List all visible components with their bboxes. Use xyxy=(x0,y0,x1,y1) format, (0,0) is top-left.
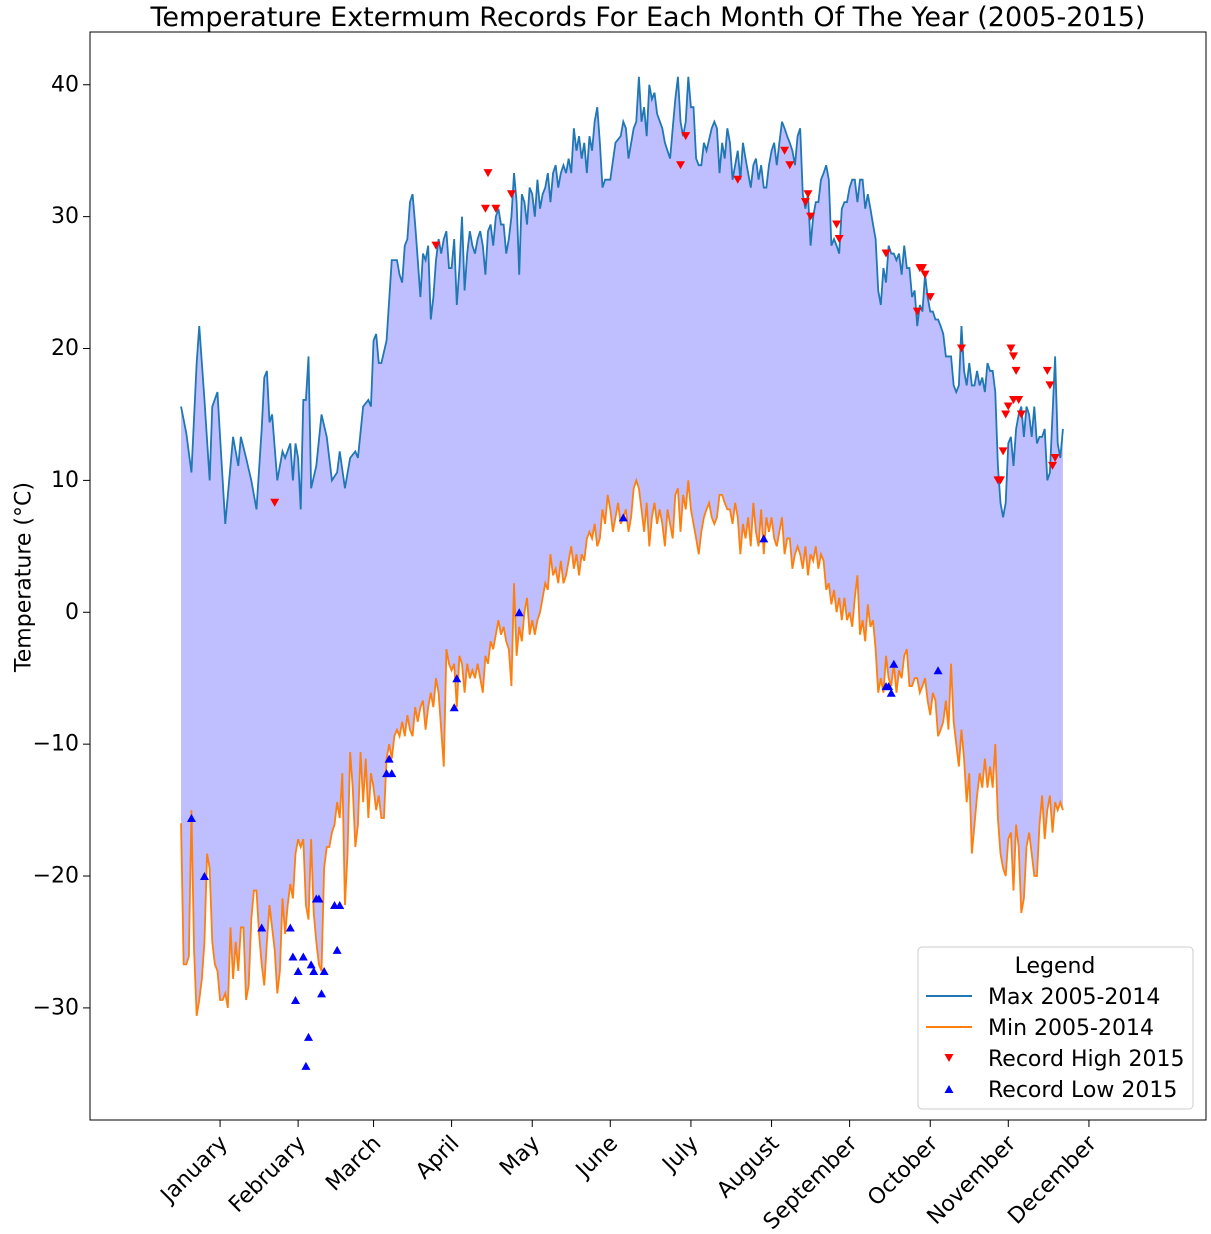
y-tick-label: −10 xyxy=(33,732,79,757)
record-high-point xyxy=(733,175,743,184)
record-low-point xyxy=(304,1032,314,1041)
y-tick-label: 40 xyxy=(51,72,79,97)
legend: Legend Max 2005-2014 Min 2005-2014 Recor… xyxy=(917,946,1194,1110)
y-tick-label: 10 xyxy=(51,468,79,493)
record-high-point xyxy=(1016,410,1026,419)
legend-max-label: Max 2005-2014 xyxy=(988,985,1160,1010)
legend-high-label: Record High 2015 xyxy=(988,1047,1185,1072)
record-high-point xyxy=(925,293,935,302)
record-low-point xyxy=(387,769,397,778)
record-high-point xyxy=(1045,381,1055,390)
record-low-markers xyxy=(186,513,943,1070)
record-low-point xyxy=(309,966,319,975)
record-high-point xyxy=(483,169,493,178)
record-high-point xyxy=(998,447,1008,456)
record-low-point xyxy=(886,688,896,697)
record-high-point xyxy=(920,270,930,279)
record-high-point xyxy=(834,235,844,244)
y-tick-label: 30 xyxy=(51,204,79,229)
record-low-point xyxy=(288,952,298,961)
record-low-point xyxy=(332,945,342,954)
record-high-point xyxy=(1048,461,1058,470)
y-tick-label: 20 xyxy=(51,336,79,361)
record-high-point xyxy=(956,344,966,353)
plot-area xyxy=(89,31,1207,1121)
record-low-point xyxy=(884,682,894,691)
y-axis: −30 −20 −10 0 10 20 30 40 xyxy=(33,72,90,1020)
record-high-point xyxy=(806,212,816,221)
record-high-point xyxy=(681,132,691,141)
record-high-point xyxy=(917,264,927,273)
record-low-point xyxy=(257,923,267,932)
record-low-point xyxy=(335,901,345,910)
fill-between-area xyxy=(181,76,1063,1016)
record-low-point xyxy=(449,703,459,712)
record-high-point xyxy=(1050,453,1060,462)
legend-high-marker xyxy=(944,1054,954,1062)
record-low-point xyxy=(889,659,899,668)
record-high-point xyxy=(993,476,1003,485)
record-high-point xyxy=(1008,352,1018,361)
record-low-point xyxy=(618,513,628,522)
legend-low-marker xyxy=(944,1085,954,1093)
record-low-point xyxy=(317,989,327,998)
record-low-point xyxy=(306,960,316,969)
record-low-point xyxy=(199,872,209,881)
legend-low-label: Record Low 2015 xyxy=(988,1078,1177,1103)
axes-frame xyxy=(89,31,1207,1121)
record-low-point xyxy=(452,674,462,683)
record-high-point xyxy=(780,146,790,155)
record-high-point xyxy=(1006,344,1016,353)
record-high-point xyxy=(431,241,441,250)
chart-title: Temperature Extermum Records For Each Mo… xyxy=(150,2,1146,33)
record-low-point xyxy=(293,966,303,975)
record-low-point xyxy=(384,754,394,763)
y-tick-label: −20 xyxy=(33,864,79,889)
record-low-point xyxy=(933,666,943,675)
record-low-point xyxy=(186,813,196,822)
record-high-point xyxy=(1011,366,1021,375)
record-high-markers xyxy=(270,132,1060,507)
legend-box xyxy=(917,946,1194,1110)
record-low-point xyxy=(298,952,308,961)
record-high-point xyxy=(803,190,813,199)
record-high-point xyxy=(506,190,516,199)
record-high-point xyxy=(1042,366,1052,375)
record-high-point xyxy=(1003,402,1013,411)
record-high-point xyxy=(480,204,490,213)
record-high-point xyxy=(832,220,842,229)
record-high-point xyxy=(785,161,795,170)
record-high-point xyxy=(1001,410,1011,419)
legend-title: Legend xyxy=(1015,954,1096,979)
record-low-point xyxy=(759,534,769,543)
record-low-point xyxy=(319,966,329,975)
y-tick-label: 0 xyxy=(65,600,79,625)
legend-min-label: Min 2005-2014 xyxy=(988,1016,1154,1041)
record-low-point xyxy=(314,894,324,903)
record-high-point xyxy=(676,161,686,170)
record-low-point xyxy=(285,923,295,932)
record-high-point xyxy=(881,249,891,258)
record-low-point xyxy=(301,1061,311,1070)
record-high-point xyxy=(491,204,501,213)
record-high-point xyxy=(1014,395,1024,404)
record-high-point xyxy=(912,307,922,316)
record-low-point xyxy=(291,995,301,1004)
record-low-point xyxy=(514,608,524,617)
y-axis-label: Temperature (°C) xyxy=(12,482,37,673)
record-high-point xyxy=(270,498,280,507)
record-high-point xyxy=(800,198,810,207)
y-tick-label: −30 xyxy=(33,995,79,1020)
